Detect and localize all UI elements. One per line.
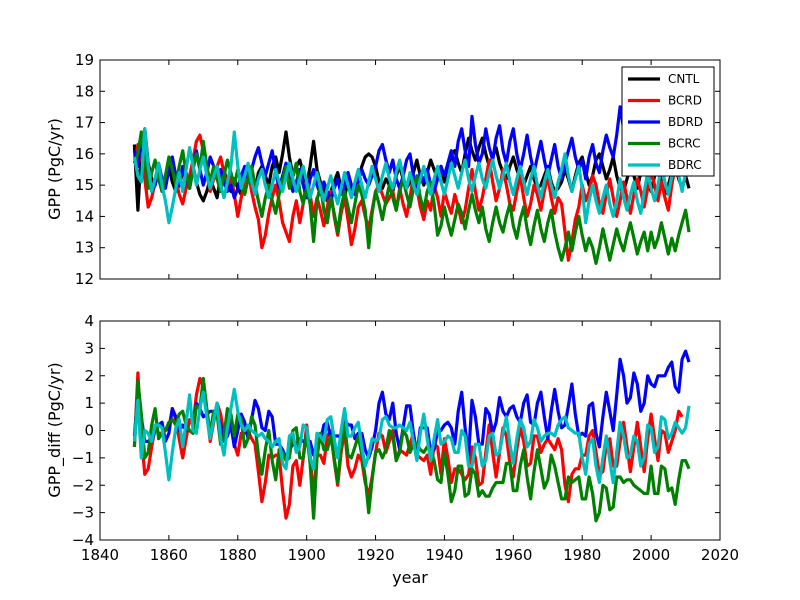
bottom-x-tick-label: 1960 (494, 546, 532, 564)
top-y-tick-label: 14 (75, 207, 94, 225)
top-axes-frame (99, 59, 721, 280)
top-y-tick-label: 13 (75, 239, 94, 257)
bottom-y-tick-label: −4 (72, 531, 94, 549)
top-panel: 12 13 14 15 16 17 18 19 GPP (PgC/yr) CNTL BCRD BD… (45, 51, 721, 288)
top-y-ticks: 12 13 14 15 16 17 18 19 (75, 51, 720, 288)
legend-items: CNTL BCRD BDRD BCRC BDRC (628, 72, 703, 172)
top-y-tick-label: 17 (75, 114, 94, 132)
bottom-y-tick-label: −3 (72, 504, 94, 522)
top-series-bdrc (132, 127, 691, 225)
bottom-series-bdrc (132, 387, 691, 485)
legend-label-bdrc: BDRC (668, 158, 702, 172)
bottom-y-ticks: −4 −3 −2 −1 0 1 2 3 4 (72, 312, 720, 549)
top-series-bcrc (132, 130, 691, 265)
bottom-series-bcrc (132, 376, 691, 523)
legend-label-cntl: CNTL (668, 72, 700, 86)
bottom-panel: −4 −3 −2 −1 0 1 2 3 4 1840 1860 1880 1900 1920 1940 19… (45, 312, 739, 587)
legend-label-bcrd: BCRD (668, 94, 702, 108)
top-series-bcrd (132, 133, 684, 262)
bottom-y-tick-label: 2 (84, 367, 94, 385)
bottom-x-tick-label: 1840 (81, 546, 119, 564)
top-y-axis-label: GPP (PgC/yr) (45, 118, 64, 220)
top-y-tick-label: 16 (75, 145, 94, 163)
top-y-tick-label: 19 (75, 51, 94, 69)
top-y-tick-label: 18 (75, 82, 94, 100)
bottom-y-tick-label: 4 (84, 312, 94, 330)
bottom-x-tick-label: 2000 (632, 546, 670, 564)
bottom-x-axis-label: year (392, 568, 428, 587)
bottom-x-tick-label: 1860 (150, 546, 188, 564)
bottom-y-tick-label: 0 (84, 422, 94, 440)
bottom-y-tick-label: −2 (72, 476, 94, 494)
legend: CNTL BCRD BDRD BCRC BDRC (621, 66, 715, 177)
bottom-y-axis-label: GPP_diff (PgC/yr) (45, 362, 65, 497)
bottom-y-tick-label: −1 (72, 449, 94, 467)
bottom-x-tick-label: 2020 (701, 546, 739, 564)
legend-label-bcrc: BCRC (668, 137, 701, 151)
bottom-x-tick-label: 1980 (563, 546, 601, 564)
bottom-x-tick-label: 1940 (425, 546, 463, 564)
bottom-x-ticks: 1840 1860 1880 1900 1920 1940 1960 1980 2000 2020 (81, 321, 739, 564)
top-y-tick-label: 15 (75, 176, 94, 194)
bottom-x-tick-label: 1920 (356, 546, 394, 564)
top-y-tick-label: 12 (75, 270, 94, 288)
bottom-y-tick-label: 1 (84, 394, 94, 412)
legend-label-bdrd: BDRD (668, 115, 703, 129)
top-series-group (132, 83, 691, 265)
bottom-series-group (132, 349, 691, 523)
bottom-x-tick-label: 1880 (219, 546, 257, 564)
bottom-y-tick-label: 3 (84, 339, 94, 357)
bottom-x-tick-label: 1900 (288, 546, 326, 564)
top-x-ticks (99, 60, 721, 279)
